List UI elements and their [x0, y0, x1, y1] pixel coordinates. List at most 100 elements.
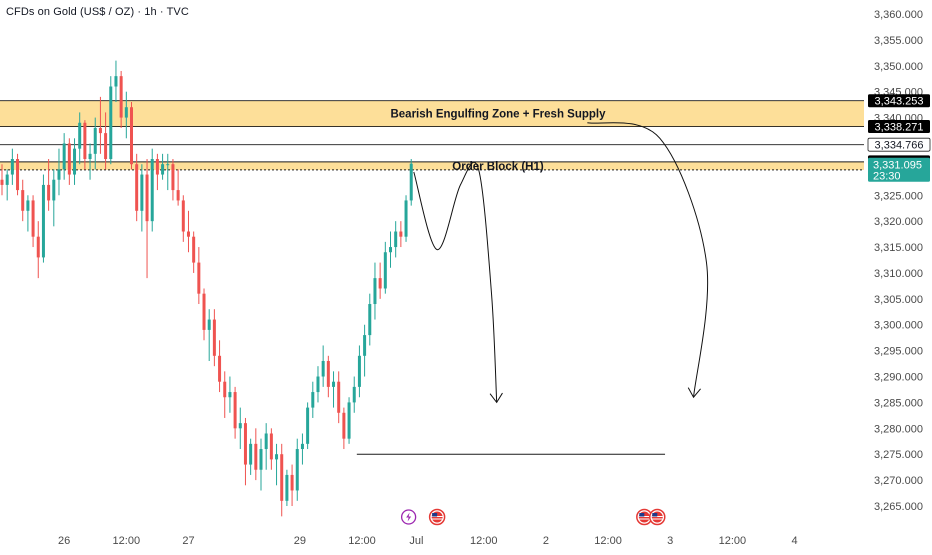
candle-body: [83, 122, 87, 160]
time-tick-label: Jul: [409, 535, 423, 547]
candle-body: [316, 376, 320, 393]
labels-layer: 3,343.2533,338.2713,334.7663,331.4453,33…: [867, 94, 931, 183]
price-tick-label: 3,310.000: [874, 268, 923, 280]
flag-canton: [639, 513, 645, 517]
price-tick-label: 3,290.000: [874, 372, 923, 384]
candle-body: [342, 412, 346, 439]
candle-body: [130, 107, 133, 165]
candle-body: [404, 200, 408, 237]
candle-body: [114, 76, 118, 87]
candle-body: [243, 423, 247, 465]
price-tick-label: 3,315.000: [874, 242, 923, 254]
candle-body: [119, 76, 123, 118]
candle-body: [47, 184, 51, 201]
candles-layer: [0, 60, 413, 517]
candle-body: [181, 200, 185, 232]
candle-body: [394, 231, 398, 248]
candle-body: [124, 107, 128, 118]
candle-body: [202, 293, 206, 330]
flag-stripe: [651, 518, 663, 520]
price-tick-label: 3,265.000: [874, 501, 923, 513]
price-level-label: 3,343.253: [875, 96, 924, 108]
candle-body: [31, 200, 35, 237]
candle-body: [207, 319, 211, 330]
candle-body: [332, 381, 336, 387]
candle-body: [311, 392, 315, 408]
us-flag-event-icon-3[interactable]: [649, 508, 666, 526]
candle-body: [93, 127, 97, 154]
candle-body: [218, 355, 222, 382]
countdown-label: 23:30: [873, 171, 901, 183]
candle-body: [192, 236, 196, 263]
price-tick-label: 3,270.000: [874, 475, 923, 487]
candle-body: [10, 159, 14, 175]
candle-body: [88, 153, 92, 160]
price-tick-label: 3,325.000: [874, 190, 923, 202]
candle-body: [337, 381, 341, 413]
price-level-label: 3,338.271: [875, 122, 924, 134]
near-projection-path: [413, 161, 498, 403]
far-projection-path: [587, 122, 709, 398]
candle-body: [104, 133, 108, 160]
candle-body: [197, 262, 201, 294]
candle-body: [254, 443, 258, 470]
candle-body: [290, 474, 294, 491]
time-tick-label: 12:00: [348, 535, 376, 547]
price-tick-label: 3,280.000: [874, 423, 923, 435]
candle-body: [78, 122, 82, 149]
candle-body: [321, 360, 325, 377]
arrowhead-icon: [489, 392, 503, 404]
price-tick-label: 3,355.000: [874, 35, 923, 47]
candle-body: [409, 163, 413, 201]
candle-body: [16, 159, 20, 191]
candle-body: [223, 381, 227, 398]
candle-body: [285, 474, 289, 501]
supply-zone[interactable]: [0, 100, 864, 127]
symbol-title[interactable]: CFDs on Gold (US$ / OZ) · 1h · TVC: [6, 6, 189, 18]
candle-body: [238, 423, 242, 429]
time-tick-label: 26: [58, 535, 70, 547]
time-tick-label: 27: [182, 535, 194, 547]
candle-body: [73, 148, 77, 175]
time-tick-label: 4: [791, 535, 797, 547]
candle-body: [67, 143, 71, 175]
candle-body: [368, 304, 372, 336]
candle-body: [155, 159, 159, 175]
time-axis[interactable]: 26 12:00 27 29 12:00 Jul 12:00 2 12:00 3 12:00 4: [58, 508, 798, 548]
candle-body: [41, 184, 45, 258]
candle-body: [233, 392, 237, 429]
candle-body: [389, 247, 392, 253]
candle-body: [275, 454, 279, 460]
candle-body: [57, 169, 61, 180]
candle-body: [399, 231, 403, 237]
us-flag-event-icon-2[interactable]: [636, 508, 653, 526]
candle-body: [295, 449, 299, 491]
candle-body: [352, 386, 356, 403]
candle-body: [373, 278, 377, 305]
time-tick-label: 12:00: [719, 535, 747, 547]
order-block-zone[interactable]: [0, 161, 864, 170]
lightning-bolt: [406, 512, 412, 522]
flag-stripe: [431, 518, 443, 520]
candle-body: [36, 236, 40, 258]
price-axis[interactable]: 3,265.000 3,270.000 3,275.000 3,280.000 3,28…: [874, 9, 923, 513]
time-tick-label: 12:00: [470, 535, 498, 547]
candle-body: [171, 164, 175, 191]
price-level-label: 3,334.766: [875, 140, 924, 152]
candle-body: [228, 392, 232, 398]
time-tick-label: 29: [294, 535, 306, 547]
candle-body: [300, 443, 304, 450]
lightning-event-icon[interactable]: [400, 509, 417, 525]
time-tick-label: 3: [667, 535, 673, 547]
candle-body: [259, 449, 263, 470]
candle-body: [26, 200, 30, 211]
flag-canton: [652, 513, 658, 517]
candle-body: [347, 402, 351, 439]
flag-canton: [432, 513, 438, 517]
us-flag-event-icon-1[interactable]: [428, 508, 446, 526]
candle-body: [0, 179, 4, 185]
candle-body: [383, 252, 387, 289]
candle-body: [145, 174, 149, 222]
